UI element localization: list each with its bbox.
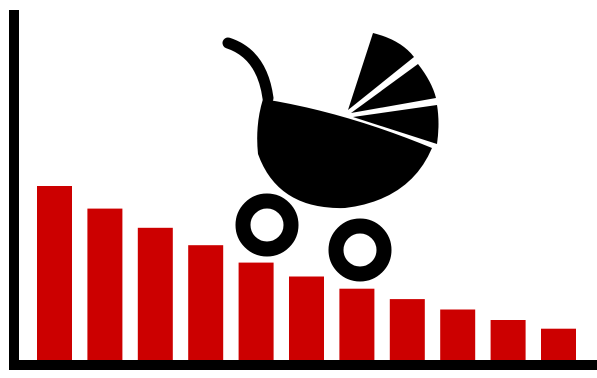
bar-5 xyxy=(238,262,274,360)
bar-9 xyxy=(440,309,476,360)
bar-6 xyxy=(289,276,324,360)
bar-1 xyxy=(37,186,72,360)
bar-series xyxy=(37,186,576,360)
bar-7 xyxy=(339,288,375,360)
baby-stroller-icon xyxy=(222,33,439,282)
bar-10 xyxy=(490,320,526,360)
bar-11 xyxy=(541,328,576,360)
bar-2 xyxy=(87,208,123,360)
bar-3 xyxy=(137,227,173,360)
bar-8 xyxy=(389,299,425,360)
bar-4 xyxy=(188,245,224,360)
